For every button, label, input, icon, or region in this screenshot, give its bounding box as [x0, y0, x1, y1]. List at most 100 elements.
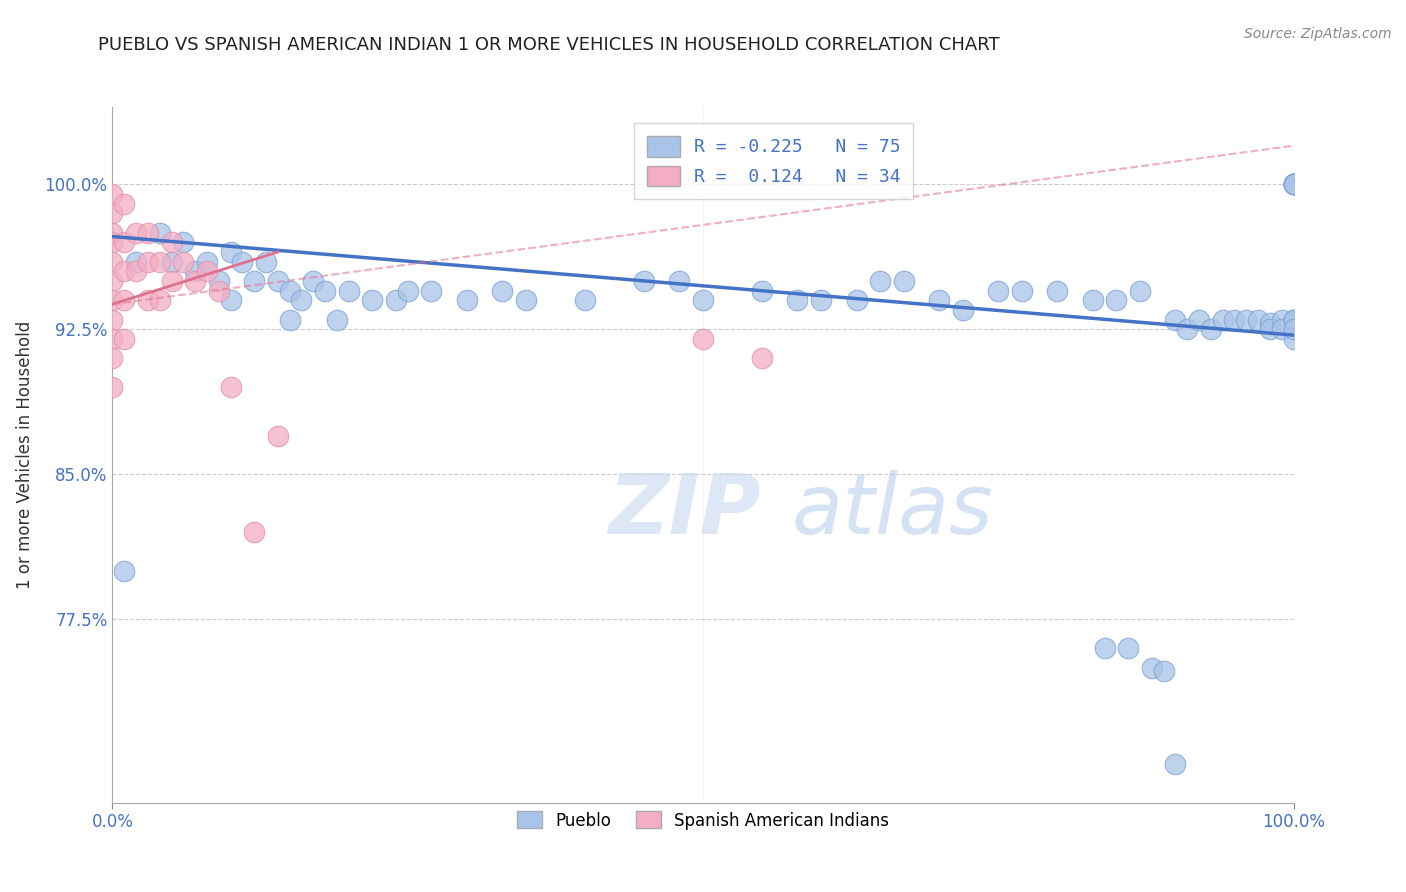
Point	[1282, 312, 1305, 326]
Point	[302, 274, 325, 288]
Point	[574, 293, 596, 308]
Point	[515, 293, 537, 308]
Point	[1081, 293, 1104, 308]
Point	[1258, 317, 1281, 331]
Point	[1282, 332, 1305, 346]
Point	[1282, 312, 1305, 326]
Point	[1140, 660, 1163, 674]
Point	[195, 254, 218, 268]
Point	[267, 274, 290, 288]
Point	[1223, 312, 1246, 326]
Point	[1129, 284, 1152, 298]
Point	[952, 302, 974, 317]
Point	[1199, 322, 1222, 336]
Point	[1094, 641, 1116, 656]
Point	[361, 293, 384, 308]
Point	[1116, 641, 1139, 656]
Point	[136, 254, 159, 268]
Point	[160, 235, 183, 250]
Point	[101, 226, 124, 240]
Point	[692, 332, 714, 346]
Point	[254, 254, 277, 268]
Point	[1282, 178, 1305, 192]
Text: Source: ZipAtlas.com: Source: ZipAtlas.com	[1244, 27, 1392, 41]
Point	[160, 274, 183, 288]
Point	[172, 254, 194, 268]
Point	[219, 293, 242, 308]
Point	[396, 284, 419, 298]
Point	[231, 254, 253, 268]
Point	[278, 284, 301, 298]
Point	[869, 274, 891, 288]
Point	[101, 351, 124, 366]
Point	[786, 293, 808, 308]
Point	[751, 351, 773, 366]
Point	[1164, 312, 1187, 326]
Point	[278, 312, 301, 326]
Point	[160, 254, 183, 268]
Point	[149, 293, 172, 308]
Point	[1282, 178, 1305, 192]
Point	[101, 187, 124, 202]
Point	[1282, 322, 1305, 336]
Point	[243, 274, 266, 288]
Point	[928, 293, 950, 308]
Point	[1271, 322, 1294, 336]
Point	[101, 312, 124, 326]
Point	[1105, 293, 1128, 308]
Point	[633, 274, 655, 288]
Point	[195, 264, 218, 278]
Point	[1282, 178, 1305, 192]
Point	[125, 264, 148, 278]
Legend: Pueblo, Spanish American Indians: Pueblo, Spanish American Indians	[510, 805, 896, 836]
Point	[385, 293, 408, 308]
Point	[491, 284, 513, 298]
Point	[1234, 312, 1257, 326]
Point	[267, 428, 290, 442]
Point	[456, 293, 478, 308]
Point	[219, 380, 242, 394]
Point	[290, 293, 312, 308]
Point	[1282, 178, 1305, 192]
Point	[1247, 312, 1270, 326]
Point	[1212, 312, 1234, 326]
Point	[243, 525, 266, 540]
Point	[125, 226, 148, 240]
Point	[136, 226, 159, 240]
Point	[987, 284, 1010, 298]
Point	[184, 264, 207, 278]
Text: PUEBLO VS SPANISH AMERICAN INDIAN 1 OR MORE VEHICLES IN HOUSEHOLD CORRELATION CH: PUEBLO VS SPANISH AMERICAN INDIAN 1 OR M…	[98, 36, 1000, 54]
Point	[845, 293, 868, 308]
Text: ZIP: ZIP	[609, 470, 761, 551]
Point	[337, 284, 360, 298]
Y-axis label: 1 or more Vehicles in Household: 1 or more Vehicles in Household	[15, 321, 34, 589]
Point	[101, 254, 124, 268]
Point	[101, 293, 124, 308]
Point	[1258, 322, 1281, 336]
Point	[1153, 665, 1175, 679]
Point	[1271, 312, 1294, 326]
Point	[101, 380, 124, 394]
Point	[1175, 322, 1198, 336]
Point	[112, 293, 135, 308]
Point	[125, 254, 148, 268]
Point	[112, 332, 135, 346]
Point	[172, 235, 194, 250]
Point	[326, 312, 349, 326]
Point	[1282, 178, 1305, 192]
Point	[208, 284, 231, 298]
Point	[1282, 178, 1305, 192]
Point	[112, 564, 135, 578]
Point	[149, 254, 172, 268]
Point	[751, 284, 773, 298]
Point	[112, 196, 135, 211]
Point	[1011, 284, 1033, 298]
Point	[314, 284, 336, 298]
Point	[1164, 757, 1187, 772]
Point	[101, 274, 124, 288]
Point	[136, 293, 159, 308]
Point	[1282, 178, 1305, 192]
Point	[810, 293, 832, 308]
Point	[208, 274, 231, 288]
Point	[112, 235, 135, 250]
